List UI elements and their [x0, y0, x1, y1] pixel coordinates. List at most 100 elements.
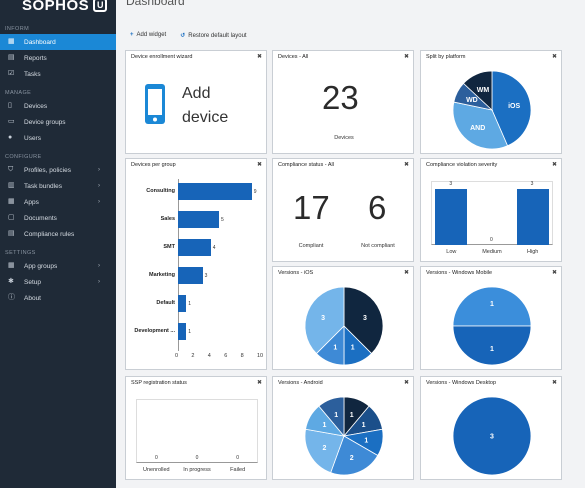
close-icon[interactable]: ✖: [403, 380, 409, 386]
bar-category-label: Marketing: [149, 272, 175, 278]
pie-slice-label: 3: [363, 315, 367, 322]
devices-count: 23: [322, 79, 359, 116]
pie-slice[interactable]: [452, 101, 509, 150]
pie-slice[interactable]: [330, 435, 379, 476]
sidebar-item-about[interactable]: ⓘ About: [0, 290, 116, 306]
compliance-icon: ▤: [8, 230, 15, 237]
x-tick-label: 2: [191, 353, 195, 359]
logo-text: SOPHOS: [22, 0, 90, 14]
sidebar-item-compliance-rules[interactable]: ▤ Compliance rules: [0, 226, 116, 242]
bar-value-label: 3: [204, 273, 208, 279]
bar[interactable]: [178, 211, 219, 228]
sidebar-item-app-groups[interactable]: ▦ App groups ›: [0, 258, 116, 274]
sidebar-item-reports[interactable]: ▤ Reports: [0, 50, 116, 66]
restore-layout-button[interactable]: ↺ Restore default layout: [180, 32, 246, 39]
bundle-icon: ▥: [8, 182, 15, 189]
pie-slice[interactable]: [462, 70, 493, 111]
sidebar-item-apps[interactable]: ▦ Apps ›: [0, 194, 116, 210]
x-tick-label: Unenrolled: [143, 467, 170, 473]
chevron-right-icon: ›: [98, 263, 100, 269]
sidebar-item-label: Task bundles: [24, 182, 62, 190]
pie-slice[interactable]: [491, 70, 532, 147]
pie-slice[interactable]: [343, 286, 384, 355]
widget-enrollment-wizard[interactable]: Device enrollment wizard ✖ Add device: [125, 50, 267, 154]
close-icon[interactable]: ✖: [551, 380, 557, 386]
pie-slice-label: WM: [477, 87, 490, 94]
sidebar-item-dashboard[interactable]: ▦ Dashboard: [0, 34, 116, 50]
compliant-label: Compliant: [298, 243, 324, 249]
bar[interactable]: [435, 189, 468, 245]
bar-category-label: Default: [156, 300, 175, 306]
pie-slice-label: 2: [322, 445, 326, 452]
sidebar-item-label: Users: [24, 134, 41, 142]
bar[interactable]: [178, 239, 211, 256]
windesktop-versions-pie-chart: 3: [452, 396, 532, 476]
bar-value-label: 0: [236, 455, 240, 461]
chevron-right-icon: ›: [98, 199, 100, 205]
widget-violation-severity[interactable]: Compliance violation severity ✖ 3 Low 0 Med…: [420, 158, 562, 262]
widget-devices-per-group[interactable]: Devices per group ✖ Consulting 9 Sales 5 SMT…: [125, 158, 267, 370]
widget-title: Versions - iOS: [278, 270, 314, 276]
widget-versions-ios[interactable]: Versions - iOS ✖ 3 1 1 3: [272, 266, 414, 370]
bar-value-label: 1: [188, 301, 191, 307]
x-tick-label: Medium: [482, 249, 502, 255]
logo: SOPHOS U: [0, 0, 116, 22]
close-icon[interactable]: ✖: [551, 162, 557, 168]
bar[interactable]: [516, 189, 549, 245]
home-icon: ▦: [8, 38, 15, 45]
widget-title: Devices per group: [131, 162, 176, 168]
bar-value-label: 0: [154, 455, 158, 461]
sidebar-item-setup[interactable]: ✱ Setup ›: [0, 274, 116, 290]
widget-devices-all[interactable]: Devices - All ✖ 23 Devices: [272, 50, 414, 154]
close-icon[interactable]: ✖: [403, 162, 409, 168]
sidebar-item-label: Documents: [24, 214, 57, 222]
pie-slice-label: 1: [334, 412, 338, 419]
bar[interactable]: [178, 267, 203, 284]
sidebar-item-profiles-policies[interactable]: ⛉ Profiles, policies ›: [0, 162, 116, 178]
x-tick-label: High: [527, 249, 539, 255]
close-icon[interactable]: ✖: [256, 54, 262, 60]
nav-section-configure: CONFIGURE: [5, 154, 42, 160]
widget-ssp-registration[interactable]: SSP registration status ✖ 0 Unenrolled 0 In…: [125, 376, 267, 480]
android-versions-pie-chart: 1 1 1 2 2 1 1: [304, 396, 384, 476]
sidebar-item-documents[interactable]: ▢ Documents: [0, 210, 116, 226]
sidebar-item-label: Devices: [24, 102, 48, 110]
sidebar-item-tasks[interactable]: ☑ Tasks: [0, 66, 116, 82]
widget-title: Devices - All: [278, 54, 309, 60]
nav-section-settings: SETTINGS: [5, 250, 36, 256]
bar-value-label: 0: [195, 455, 199, 461]
close-icon[interactable]: ✖: [403, 270, 409, 276]
close-icon[interactable]: ✖: [551, 270, 557, 276]
pie-slice-label: 1: [490, 301, 494, 308]
pie-slice[interactable]: [452, 325, 532, 366]
widget-versions-android[interactable]: Versions - Android ✖ 1 1 1 2 2 1 1: [272, 376, 414, 480]
close-icon[interactable]: ✖: [403, 54, 409, 60]
pie-slice-label: 1: [362, 422, 366, 429]
close-icon[interactable]: ✖: [551, 54, 557, 60]
bar-category-label: Sales: [160, 216, 175, 222]
pie-slice[interactable]: [304, 286, 345, 355]
bar[interactable]: [178, 323, 187, 340]
sidebar-item-device-groups[interactable]: ▭ Device groups: [0, 114, 116, 130]
close-icon[interactable]: ✖: [256, 162, 262, 168]
sidebar-item-users[interactable]: ● Users: [0, 130, 116, 146]
widget-versions-windesktop[interactable]: Versions - Windows Desktop ✖ 3: [420, 376, 562, 480]
bar[interactable]: [178, 295, 187, 312]
pie-slice[interactable]: [304, 428, 345, 474]
pie-slice[interactable]: [452, 396, 532, 476]
widget-split-platform[interactable]: Split by platform ✖ iOS AND WD WM: [420, 50, 562, 154]
widget-compliance-status[interactable]: Compliance status - All ✖ 17 6 Compliant…: [272, 158, 414, 262]
bar-category-label: Consulting: [146, 188, 175, 194]
sidebar-item-devices[interactable]: ▯ Devices: [0, 98, 116, 114]
app-groups-icon: ▦: [8, 262, 15, 269]
close-icon[interactable]: ✖: [256, 380, 262, 386]
pie-slice[interactable]: [452, 286, 532, 327]
add-widget-button[interactable]: + Add widget: [130, 32, 166, 39]
bar[interactable]: [178, 183, 252, 200]
device-group-icon: ▭: [8, 118, 15, 125]
plot-frame: [431, 181, 553, 245]
sidebar-item-label: Setup: [24, 278, 41, 286]
sidebar-item-task-bundles[interactable]: ▥ Task bundles ›: [0, 178, 116, 194]
pie-slice[interactable]: [318, 396, 345, 438]
